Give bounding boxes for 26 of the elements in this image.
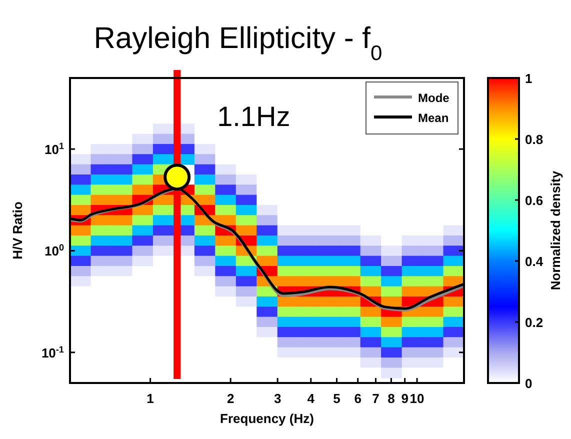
x-tick-label: 4 (307, 391, 316, 406)
chart-title: Rayleigh Ellipticity - f$_{0}$ (94, 22, 382, 64)
color-bar-label: 1 (525, 71, 532, 86)
x-tick-label: 7 (372, 391, 380, 406)
color-bar-label: 0.4 (525, 254, 544, 269)
legend-label: Mode (418, 91, 450, 105)
color-bar-label: 0.8 (525, 132, 544, 147)
y-tick-label: 10$^{-1}$ (41, 344, 64, 360)
x-tick-label: 3 (274, 391, 282, 406)
x-tick-label: 1 (146, 391, 154, 406)
y-tick-label: 10$^{0}$ (44, 242, 64, 259)
x-tick-label: 10 (410, 391, 424, 406)
y-tick-label: 10$^{1}$ (44, 141, 64, 158)
x-tick-label: 6 (354, 391, 362, 406)
legend-label: Mean (418, 111, 449, 125)
x-tick-label: 5 (333, 391, 340, 406)
color-bar-label: 0.6 (525, 193, 544, 208)
color-bar-label: 0.2 (525, 315, 544, 330)
ref-line-label: 1.1Hz (217, 101, 290, 132)
x-axis-title: Frequency (Hz) (220, 411, 314, 426)
color-bar-label: 0 (525, 376, 532, 391)
x-tick-label: 8 (388, 391, 395, 406)
color-bar-title: Normalized density (548, 170, 563, 290)
x-tick-label: 9 (401, 391, 408, 406)
y-axis-title: H/V Ratio (10, 202, 25, 260)
x-tick-label: 2 (226, 391, 234, 406)
